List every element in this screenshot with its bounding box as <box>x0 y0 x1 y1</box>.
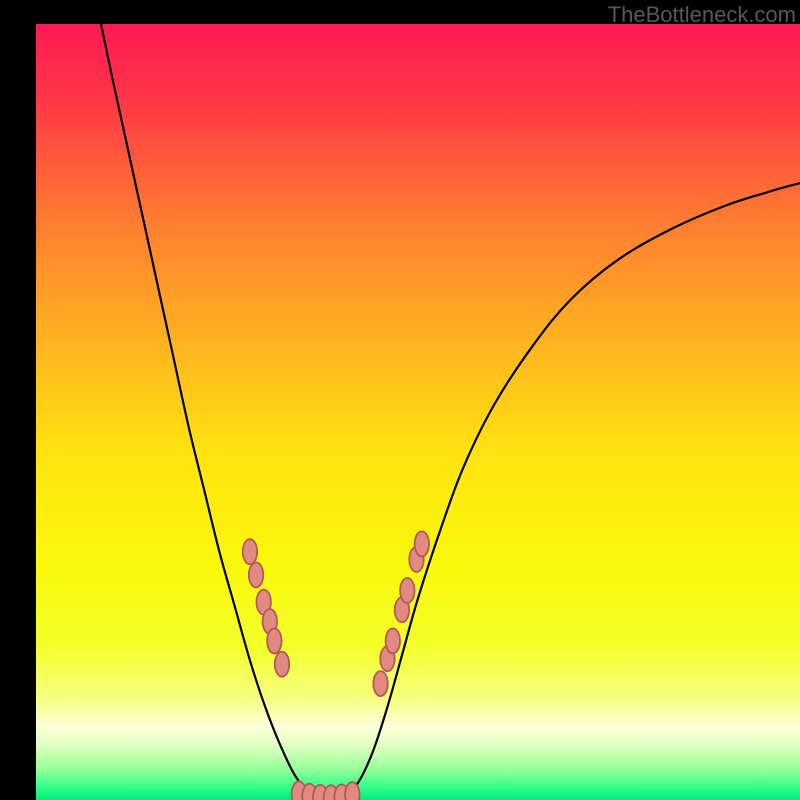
data-marker <box>373 671 387 696</box>
data-marker <box>267 628 281 653</box>
data-marker <box>243 539 257 564</box>
data-marker <box>249 562 263 587</box>
data-marker <box>415 531 429 556</box>
watermark-text: TheBottleneck.com <box>608 2 796 28</box>
data-marker <box>275 652 289 677</box>
chart-plot-background <box>36 24 800 800</box>
data-marker <box>400 578 414 603</box>
data-marker <box>345 782 359 800</box>
data-marker <box>386 628 400 653</box>
bottleneck-chart <box>0 0 800 800</box>
